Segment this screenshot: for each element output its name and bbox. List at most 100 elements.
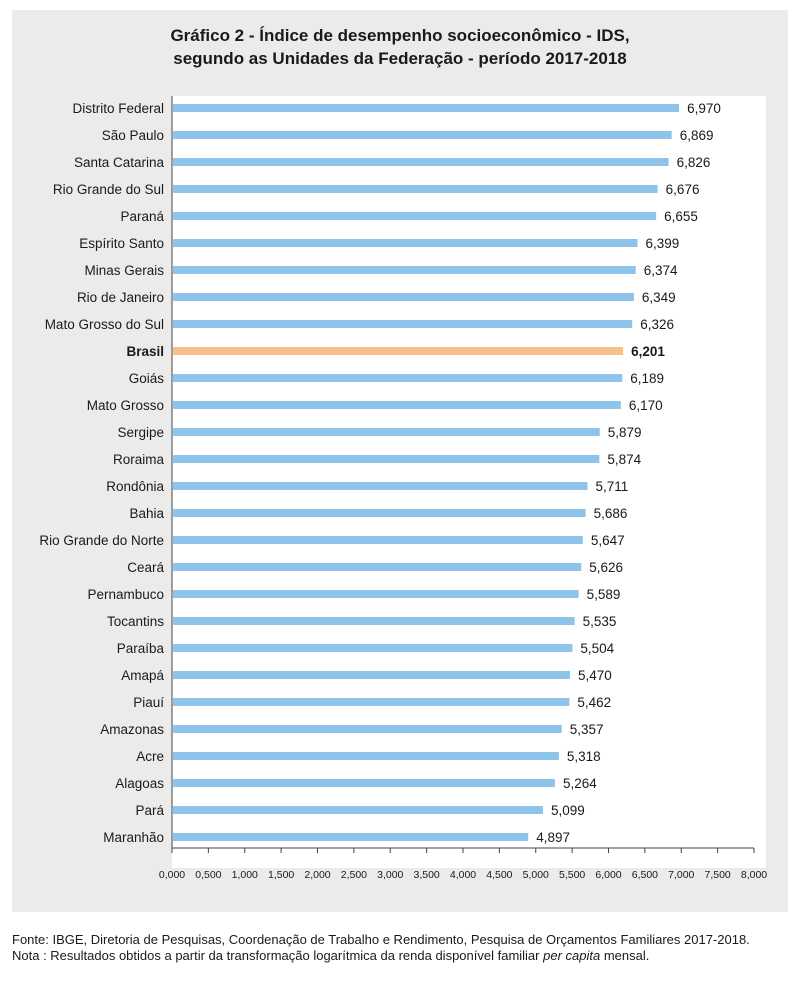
- bar: [173, 752, 559, 760]
- bar-chart: 0,000 0,500 1,000 1,500 2,000 2,500 3,000 3,500…: [39, 96, 767, 881]
- bar: [173, 401, 621, 409]
- data-label: 4,897: [536, 830, 570, 845]
- bar: [173, 617, 575, 625]
- data-label: 6,676: [666, 182, 700, 197]
- data-label: 5,462: [577, 695, 611, 710]
- chart-panel: Gráfico 2 - Índice de desempenho socioec…: [12, 10, 788, 912]
- bar: [173, 563, 582, 571]
- bar: [173, 671, 570, 679]
- x-tick-label: 3,000: [377, 869, 403, 881]
- category-label: Alagoas: [115, 776, 164, 791]
- data-label: 6,374: [644, 263, 678, 278]
- category-label: Pará: [135, 803, 164, 818]
- bar: [173, 482, 588, 490]
- category-label: Santa Catarina: [74, 155, 165, 170]
- category-label: Espírito Santo: [79, 236, 164, 251]
- category-label: Roraima: [113, 452, 165, 467]
- x-tick-label: 8,000: [741, 869, 767, 881]
- bar: [173, 347, 624, 355]
- category-label: Ceará: [127, 560, 164, 575]
- data-label: 5,535: [583, 614, 617, 629]
- data-label: 5,711: [595, 479, 628, 494]
- category-label: Rio de Janeiro: [77, 290, 164, 305]
- data-label: 5,686: [594, 506, 628, 521]
- category-label: Brasil: [126, 344, 164, 359]
- data-label: 5,264: [563, 776, 597, 791]
- bar: [173, 131, 672, 139]
- bar: [173, 509, 586, 517]
- data-label: 6,655: [664, 209, 698, 224]
- bar: [173, 239, 638, 247]
- category-label: Tocantins: [107, 614, 164, 629]
- category-label: São Paulo: [102, 128, 164, 143]
- category-label: Mato Grosso do Sul: [45, 317, 164, 332]
- bar: [173, 428, 600, 436]
- note-italic: per capita: [543, 948, 601, 963]
- x-tick-label: 6,000: [595, 869, 621, 881]
- x-tick-label: 6,500: [632, 869, 658, 881]
- bar: [173, 266, 636, 274]
- bar: [173, 806, 543, 814]
- category-label: Minas Gerais: [84, 263, 164, 278]
- x-tick-label: 7,500: [704, 869, 730, 881]
- category-label: Sergipe: [117, 425, 164, 440]
- bar: [173, 374, 623, 382]
- x-tick-label: 1,000: [232, 869, 258, 881]
- x-tick-label: 2,000: [304, 869, 330, 881]
- category-label: Rio Grande do Sul: [53, 182, 164, 197]
- x-tick-label: 2,500: [341, 869, 367, 881]
- data-label: 6,826: [677, 155, 711, 170]
- category-label: Goiás: [129, 371, 165, 386]
- data-label: 5,099: [551, 803, 585, 818]
- x-tick-label: 3,500: [413, 869, 439, 881]
- data-label: 5,589: [587, 587, 621, 602]
- data-label: 5,318: [567, 749, 601, 764]
- data-label: 5,879: [608, 425, 642, 440]
- data-label: 6,399: [646, 236, 680, 251]
- source-note: Fonte: IBGE, Diretoria de Pesquisas, Coo…: [12, 932, 750, 947]
- category-label: Rio Grande do Norte: [39, 533, 164, 548]
- category-label: Maranhão: [103, 830, 164, 845]
- category-label: Acre: [136, 749, 164, 764]
- data-label: 6,970: [687, 101, 721, 116]
- note-text: Nota : Resultados obtidos a partir da tr…: [12, 948, 544, 963]
- chart-title-line-1: Gráfico 2 - Índice de desempenho socioec…: [170, 26, 630, 45]
- chart-title: Gráfico 2 - Índice de desempenho socioec…: [12, 24, 788, 70]
- data-label: 5,626: [589, 560, 623, 575]
- x-tick-label: 5,500: [559, 869, 585, 881]
- data-label: 6,869: [680, 128, 714, 143]
- category-label: Paraná: [120, 209, 164, 224]
- category-label: Amapá: [121, 668, 164, 683]
- category-label: Rondônia: [106, 479, 164, 494]
- note-suffix: mensal.: [600, 948, 650, 963]
- data-label: 5,874: [607, 452, 641, 467]
- footer: Fonte: IBGE, Diretoria de Pesquisas, Coo…: [12, 932, 792, 964]
- category-label: Piauí: [133, 695, 164, 710]
- bar: [173, 320, 633, 328]
- x-tick-label: 0,500: [195, 869, 221, 881]
- bar: [173, 698, 570, 706]
- data-label: 6,189: [630, 371, 664, 386]
- bar: [173, 833, 529, 841]
- data-label: 5,470: [578, 668, 612, 683]
- methodology-note: Nota : Resultados obtidos a partir da tr…: [12, 948, 792, 964]
- x-tick-label: 4,000: [450, 869, 476, 881]
- category-label: Distrito Federal: [72, 101, 164, 116]
- category-label: Bahia: [129, 506, 164, 521]
- bar: [173, 644, 573, 652]
- bar: [173, 185, 658, 193]
- category-label: Paraíba: [117, 641, 165, 656]
- bar: [173, 212, 657, 220]
- bar: [173, 158, 669, 166]
- bar: [173, 590, 579, 598]
- chart-title-line-2: segundo as Unidades da Federação - perío…: [173, 49, 627, 68]
- bar: [173, 455, 600, 463]
- data-label: 6,170: [629, 398, 663, 413]
- x-tick-label: 0,000: [159, 869, 185, 881]
- bar: [173, 725, 562, 733]
- data-label: 6,326: [640, 317, 674, 332]
- data-label: 5,504: [580, 641, 614, 656]
- category-label: Mato Grosso: [87, 398, 164, 413]
- x-tick-label: 1,500: [268, 869, 294, 881]
- category-label: Amazonas: [100, 722, 164, 737]
